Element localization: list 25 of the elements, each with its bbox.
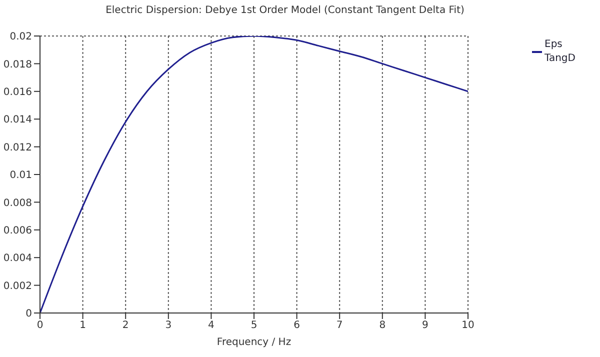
y-tick-label: 0 [26,308,32,320]
y-tick-label: 0.008 [3,198,32,209]
x-tick-label: 6 [294,320,300,332]
y-tick-label: 0.018 [3,59,32,70]
y-tick-label: 0.012 [3,142,32,154]
x-axis-title: Frequency / Hz [216,337,292,348]
x-tick-label: 3 [165,320,172,332]
x-tick-label: 0 [36,320,44,332]
chart-title: Electric Dispersion: Debye 1st Order Model (Constant Tangent Delta Fit) [104,5,466,16]
x-tick-label: 8 [379,320,386,332]
y-tick-label: 0.002 [3,280,32,292]
y-tick-label: 0.01 [10,170,32,182]
y-tick-label: 0.004 [3,253,32,264]
y-tick-label: 0.006 [3,225,32,236]
x-tick-label: 4 [208,320,214,332]
x-tick-label: 10 [462,320,474,332]
y-tick-label: 0.014 [3,114,32,126]
x-tick-label: 9 [422,320,428,332]
y-tick-label: 0.02 [10,32,32,43]
x-tick-label: 5 [250,320,258,332]
x-tick-label: 1 [80,320,86,332]
legend-label: Eps TangD [544,38,576,66]
x-tick-label: 2 [122,320,129,332]
y-tick-label: 0.016 [3,86,32,98]
x-tick-label: 7 [336,320,343,332]
